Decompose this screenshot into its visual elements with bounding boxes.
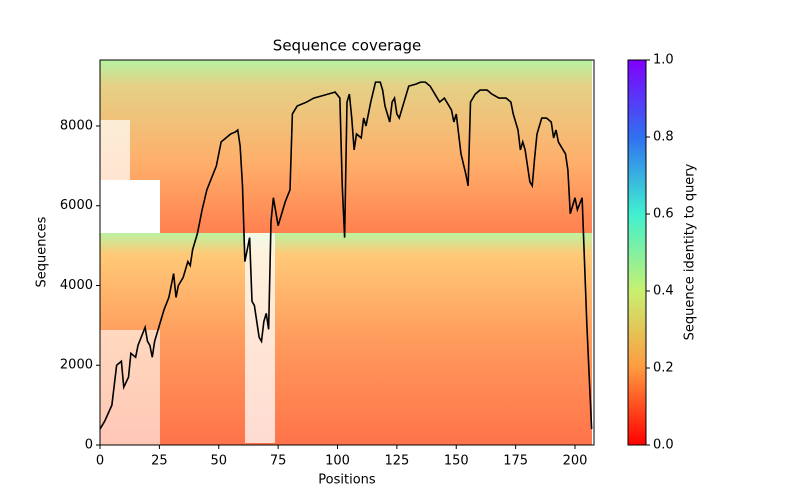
colorbar-tick-label: 0.8 <box>653 130 674 145</box>
chart-title: Sequence coverage <box>273 37 421 55</box>
x-tick-label: 150 <box>444 454 469 469</box>
x-tick-label: 75 <box>270 454 287 469</box>
coverage-line <box>99 81 593 430</box>
y-tick-label: 8000 <box>60 118 93 133</box>
colorbar-tick-label: 0.2 <box>653 361 674 376</box>
y-axis-label: Sequences <box>35 216 50 287</box>
y-tick-label: 4000 <box>60 278 93 293</box>
x-tick-label: 175 <box>503 454 528 469</box>
colorbar-tick-label: 0.0 <box>653 438 674 453</box>
colorbar-tick-label: 0.4 <box>653 284 674 299</box>
plot-frame <box>99 59 595 446</box>
colorbar-label: Sequence identity to query <box>683 163 698 340</box>
x-tick-label: 200 <box>563 454 588 469</box>
y-tick-label: 0 <box>85 438 93 453</box>
x-tick-label: 0 <box>96 454 104 469</box>
x-axis-label: Positions <box>318 473 376 488</box>
colorbar <box>627 59 647 446</box>
x-tick-label: 125 <box>384 454 409 469</box>
x-tick-label: 25 <box>151 454 168 469</box>
y-tick-label: 6000 <box>60 198 93 213</box>
y-tick-label: 2000 <box>60 358 93 373</box>
x-tick-label: 50 <box>210 454 227 469</box>
colorbar-tick-label: 1.0 <box>653 53 674 68</box>
colorbar-tick-label: 0.6 <box>653 207 674 222</box>
x-tick-label: 100 <box>325 454 350 469</box>
